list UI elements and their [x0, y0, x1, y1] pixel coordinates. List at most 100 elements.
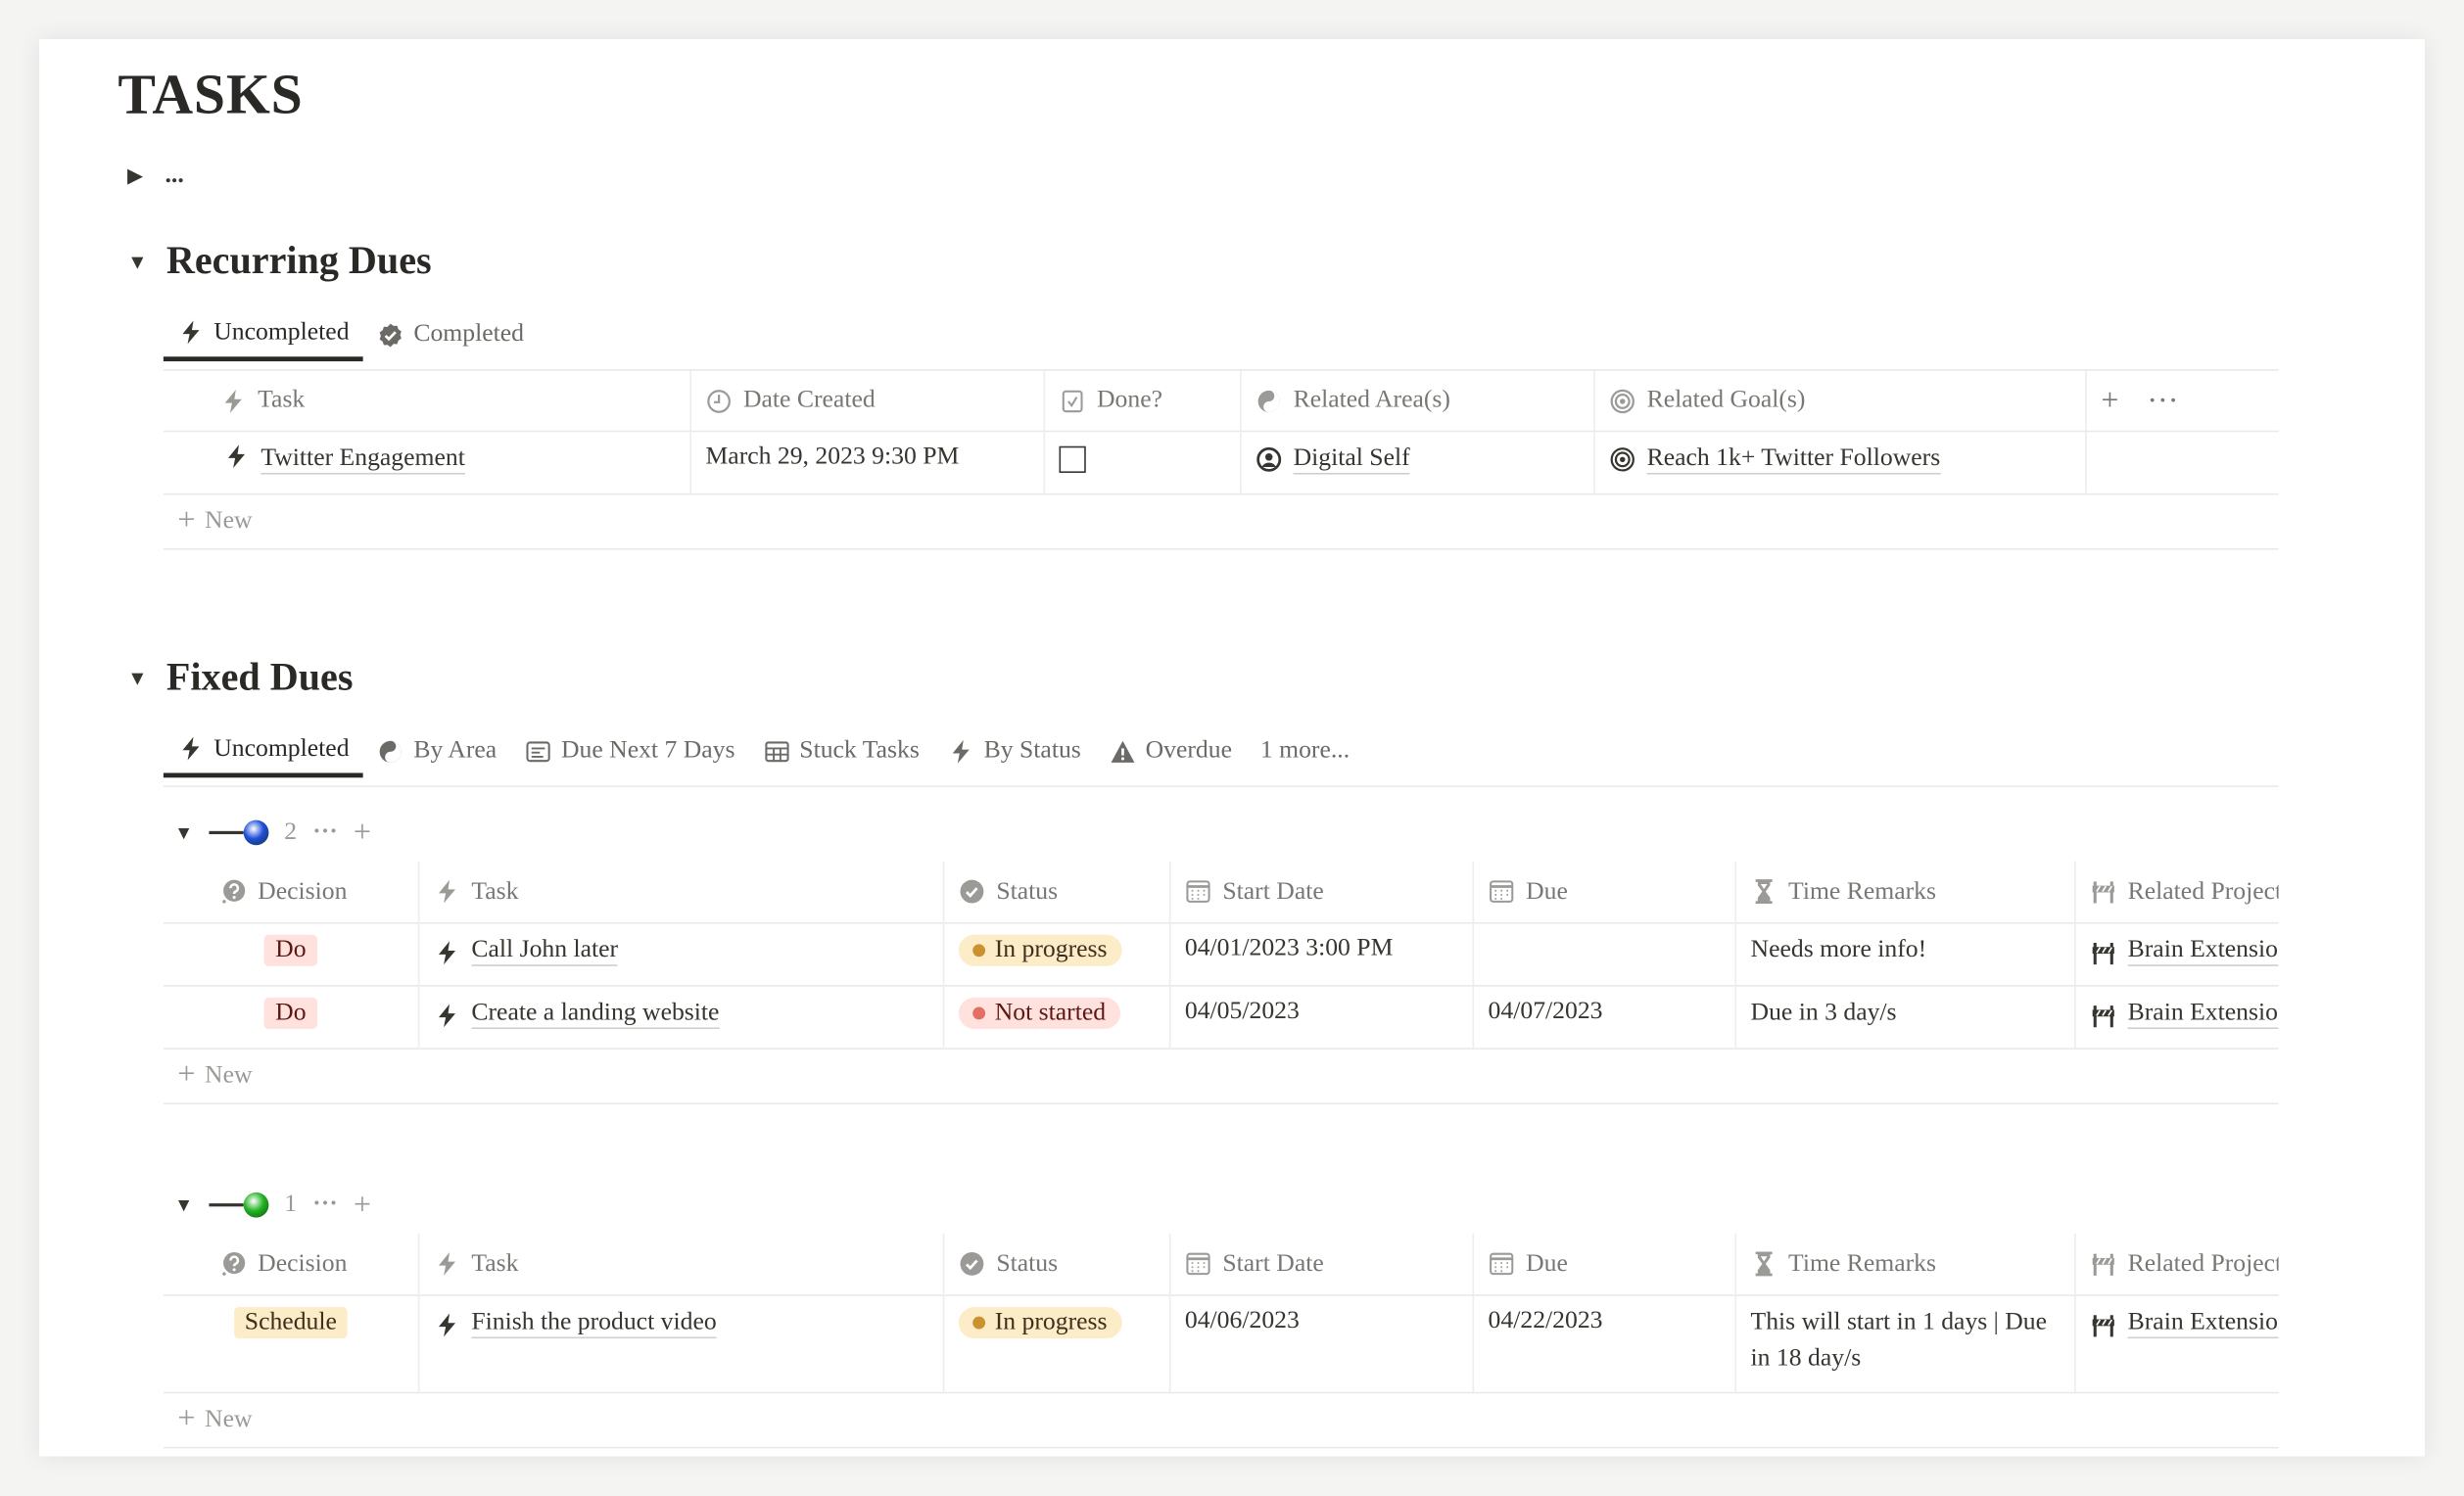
status-dot-icon — [972, 1316, 986, 1330]
plus-icon: + — [177, 1401, 196, 1436]
project-link[interactable]: Brain Extension — [2127, 998, 2279, 1030]
bolt-icon — [177, 319, 204, 346]
group-toggle-icon[interactable]: ▼ — [174, 1192, 194, 1216]
group-header: ▼ 1 ··· + — [174, 1185, 371, 1226]
group-count: 2 — [284, 818, 298, 846]
toggle-down-icon[interactable]: ▼ — [126, 666, 148, 690]
column-header-due[interactable]: Due — [1474, 1233, 1737, 1295]
column-header-start-date[interactable]: Start Date — [1170, 861, 1475, 922]
tab-overdue[interactable]: Overdue — [1095, 725, 1246, 778]
goal-link[interactable]: Reach 1k+ Twitter Followers — [1646, 443, 1941, 475]
group-header: ▼ 2 ··· + — [174, 813, 371, 854]
bolt-icon — [434, 1312, 460, 1338]
tab-due-next-7-days[interactable]: Due Next 7 Days — [511, 725, 749, 778]
bolt-icon — [434, 878, 460, 905]
task-link[interactable]: Call John later — [471, 935, 619, 967]
status-badge[interactable]: Not started — [958, 997, 1120, 1030]
project-link[interactable]: Brain Extension — [2127, 1307, 2279, 1339]
status-dot-icon — [972, 944, 986, 958]
task-link[interactable]: Twitter Engagement — [261, 443, 465, 475]
column-header-done[interactable]: Done? — [1045, 370, 1242, 431]
add-column-icon[interactable]: + — [2101, 382, 2119, 418]
column-header-related-projects[interactable]: Related Projects — [2076, 1234, 2279, 1295]
cell-time-remarks: This will start in 1 days | Due in 18 da… — [1736, 1294, 2076, 1392]
table-row[interactable]: Schedule Finish the product video In progr… — [163, 1294, 2279, 1394]
column-label: Task — [471, 1249, 519, 1277]
status-badge[interactable]: In progress — [958, 1307, 1121, 1339]
project-link[interactable]: Brain Extension — [2127, 935, 2279, 967]
more-options-icon[interactable]: ··· — [312, 818, 338, 846]
table-row[interactable]: Do Create a landing website Not started 04/… — [163, 985, 2279, 1050]
column-label: Due — [1526, 1249, 1568, 1277]
barrier-icon — [2090, 1250, 2116, 1277]
tab-uncompleted[interactable]: Uncompleted — [163, 308, 363, 362]
column-header-status[interactable]: Status — [944, 861, 1171, 922]
cell-related-projects: Brain Extension — [2076, 985, 2279, 1048]
add-icon[interactable]: + — [353, 1187, 371, 1222]
new-row-button[interactable]: + New — [163, 493, 2279, 550]
more-options-icon[interactable]: ··· — [2147, 382, 2179, 418]
tab-completed[interactable]: Completed — [363, 308, 538, 362]
table-header: Task Date Created Done? Related Area(s) … — [163, 370, 2279, 433]
cell-start-date: 04/05/2023 — [1170, 985, 1475, 1049]
new-row-button[interactable]: + New — [163, 1048, 2279, 1105]
table-row[interactable]: Do Call John later In progress 04/01/2023 3… — [163, 921, 2279, 987]
tab-uncompleted[interactable]: Uncompleted — [163, 725, 363, 778]
page-title: TASKS — [118, 63, 304, 126]
divider — [163, 369, 2279, 371]
column-header-task[interactable]: Task — [419, 861, 945, 922]
column-header-related-area[interactable]: Related Area(s) — [1242, 370, 1595, 431]
more-options-icon[interactable]: ··· — [312, 1191, 338, 1218]
column-header-start-date[interactable]: Start Date — [1170, 1233, 1475, 1295]
column-header-due[interactable]: Due — [1474, 861, 1737, 922]
column-header-time-remarks[interactable]: Time Remarks — [1736, 861, 2076, 922]
toggle-label: ... — [165, 162, 184, 189]
column-header-status[interactable]: Status — [944, 1233, 1171, 1295]
section-title: Recurring Dues — [166, 240, 432, 283]
decision-tag[interactable]: Do — [263, 997, 317, 1030]
group-count: 1 — [284, 1191, 298, 1218]
decision-tag[interactable]: Do — [263, 934, 317, 966]
tab-label: Overdue — [1145, 736, 1232, 764]
column-label: Start Date — [1222, 877, 1324, 905]
column-label: Decision — [258, 1249, 348, 1277]
table-row[interactable]: Twitter Engagement March 29, 2023 9:30 P… — [163, 430, 2279, 495]
collapsed-toggle-block[interactable]: ▶ ... — [127, 162, 184, 190]
yin-yang-icon — [377, 737, 403, 764]
task-link[interactable]: Create a landing website — [471, 998, 720, 1030]
column-header-task[interactable]: Task — [419, 1233, 945, 1295]
column-header-time-remarks[interactable]: Time Remarks — [1736, 1233, 2076, 1295]
column-header-related-goal[interactable]: Related Goal(s) — [1595, 370, 2087, 431]
yin-yang-icon — [1256, 388, 1282, 414]
cell-task[interactable]: Twitter Engagement — [164, 430, 692, 493]
tab-stuck-tasks[interactable]: Stuck Tasks — [749, 725, 933, 778]
column-header-task[interactable]: Task — [164, 370, 692, 431]
toggle-down-icon[interactable]: ▼ — [126, 250, 148, 274]
question-icon — [220, 1250, 247, 1277]
barrier-icon — [2090, 878, 2116, 905]
plus-icon: + — [177, 1056, 196, 1093]
divider — [163, 785, 2279, 787]
add-icon[interactable]: + — [353, 814, 371, 850]
column-header-date-created[interactable]: Date Created — [691, 370, 1046, 431]
decision-tag[interactable]: Schedule — [233, 1307, 349, 1339]
new-label: New — [205, 506, 253, 534]
tab-by-status[interactable]: By Status — [933, 725, 1095, 778]
warning-icon — [1110, 737, 1136, 764]
barrier-icon — [2090, 940, 2116, 966]
done-checkbox[interactable] — [1059, 445, 1086, 473]
area-link[interactable]: Digital Self — [1293, 443, 1410, 475]
tab-more[interactable]: 1 more... — [1246, 725, 1363, 778]
column-header-related-projects[interactable]: Related Projects — [2076, 861, 2279, 922]
column-header-decision[interactable]: Decision — [164, 1233, 420, 1295]
cell-status: In progress — [944, 1294, 1171, 1392]
toggle-right-icon[interactable]: ▶ — [126, 163, 144, 187]
cell-done — [1045, 430, 1242, 493]
new-row-button[interactable]: + New — [163, 1392, 2279, 1449]
column-label: Start Date — [1222, 1249, 1324, 1277]
tab-by-area[interactable]: By Area — [363, 725, 511, 778]
task-link[interactable]: Finish the product video — [471, 1307, 717, 1339]
group-toggle-icon[interactable]: ▼ — [174, 820, 194, 843]
status-badge[interactable]: In progress — [958, 934, 1121, 966]
column-header-decision[interactable]: Decision — [164, 861, 420, 922]
